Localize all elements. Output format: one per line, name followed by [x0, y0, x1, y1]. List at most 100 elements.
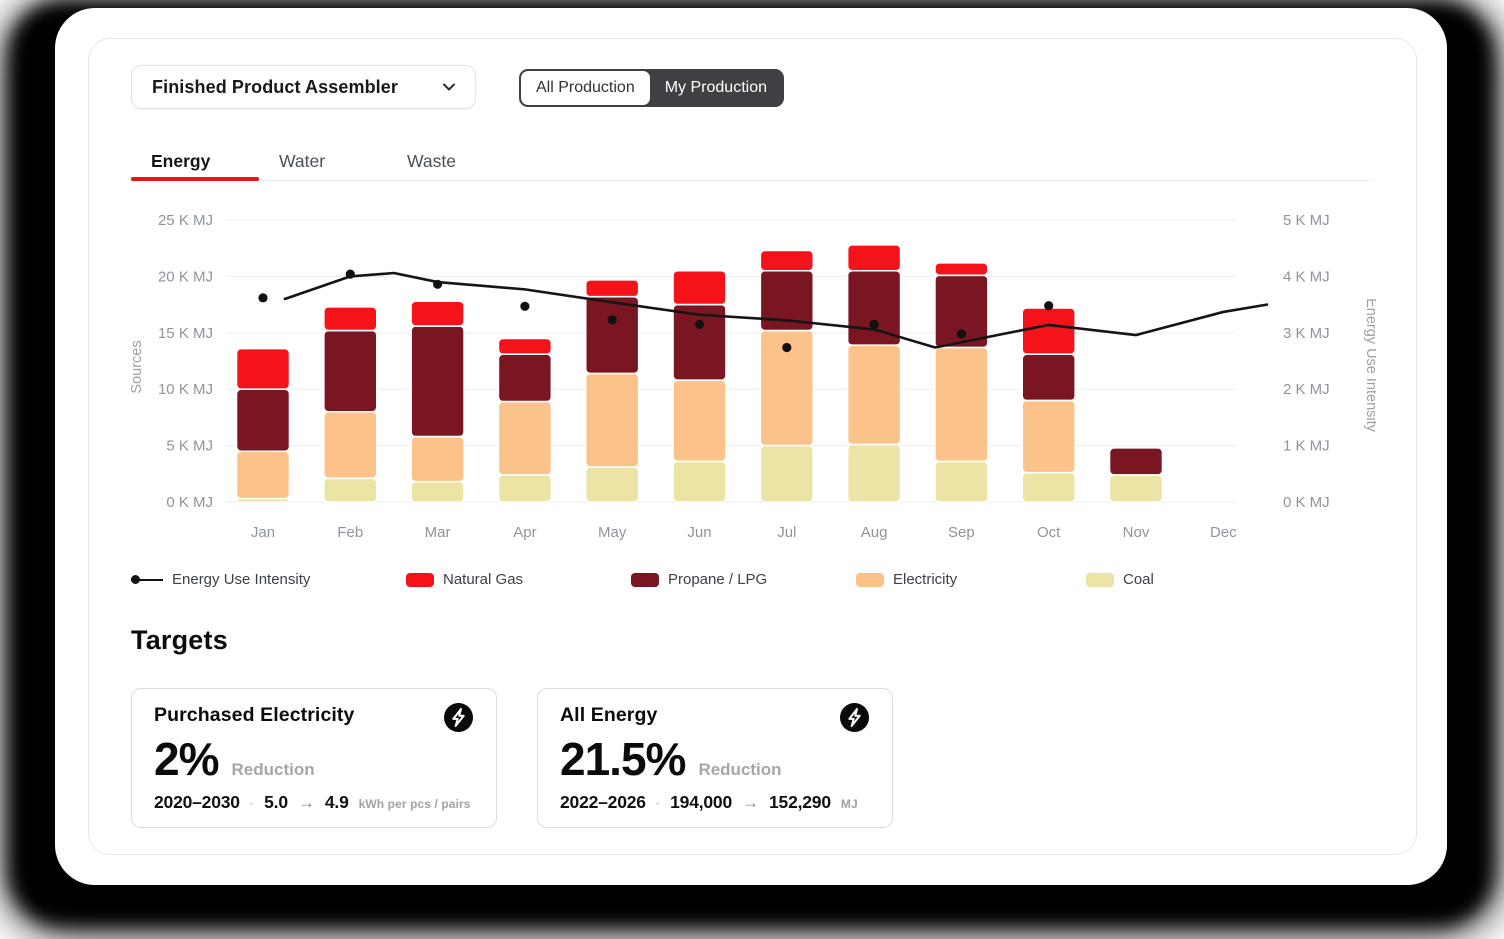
- assembler-dropdown-label: Finished Product Assembler: [152, 76, 398, 97]
- bar-segment-electricity[interactable]: [934, 346, 989, 463]
- target-percent-label: Reduction: [698, 760, 782, 779]
- left-axis-tick: 25 K MJ: [158, 212, 213, 229]
- bar-segment-natural-gas[interactable]: [584, 278, 640, 298]
- tab-energy[interactable]: Energy: [131, 143, 259, 181]
- bar-segment-propane-lpg[interactable]: [323, 329, 378, 413]
- month-label: Jul: [777, 524, 796, 541]
- energy-chart: 0 K MJ 5 K MJ 10 K MJ 15 K MJ 20 K MJ 25 K MJ…: [131, 207, 1376, 547]
- tab-waste[interactable]: Waste: [387, 143, 515, 179]
- legend-natural-gas[interactable]: Natural Gas: [406, 571, 523, 588]
- intensity-dot[interactable]: [869, 319, 879, 329]
- left-axis-tick: 10 K MJ: [158, 381, 213, 398]
- month-label: Mar: [425, 524, 451, 541]
- intensity-dot[interactable]: [345, 269, 355, 279]
- target-to-value: 152,290: [769, 792, 831, 813]
- bar-segment-natural-gas[interactable]: [759, 249, 815, 272]
- dashboard-panel: Finished Product Assembler All Productio…: [88, 38, 1417, 855]
- bar-segment-coal[interactable]: [584, 466, 640, 503]
- left-axis-tick: 20 K MJ: [158, 268, 213, 285]
- month-label: Jun: [687, 524, 711, 541]
- target-period: 2022–2026: [560, 792, 646, 813]
- bar-segment-electricity[interactable]: [846, 344, 902, 446]
- chart-legend: Energy Use Intensity Natural Gas Propane…: [131, 571, 1374, 591]
- toggle-all-production[interactable]: All Production: [521, 71, 650, 105]
- bar-segment-coal[interactable]: [1021, 471, 1077, 503]
- bar-segment-coal[interactable]: [1108, 474, 1164, 503]
- bar-segment-propane-lpg[interactable]: [584, 295, 640, 375]
- month-label: Feb: [337, 524, 363, 541]
- bar-segment-coal[interactable]: [497, 474, 553, 503]
- left-axis-tick: 15 K MJ: [158, 325, 213, 342]
- bar-segment-electricity[interactable]: [584, 372, 640, 468]
- bar-segment-coal[interactable]: [934, 460, 989, 503]
- bar-segment-natural-gas[interactable]: [846, 244, 902, 272]
- dot-separator: ·: [249, 796, 255, 812]
- target-unit: kWh per pcs / pairs: [358, 797, 471, 812]
- bar-segment-propane-lpg[interactable]: [1108, 447, 1164, 476]
- intensity-dot[interactable]: [520, 301, 530, 311]
- bar-segment-natural-gas[interactable]: [323, 306, 378, 332]
- month-label: Oct: [1037, 524, 1061, 541]
- bar-segment-natural-gas[interactable]: [497, 337, 553, 356]
- natural-gas-swatch-icon: [406, 572, 434, 587]
- intensity-dot[interactable]: [433, 279, 443, 289]
- bar-segment-coal[interactable]: [846, 443, 902, 503]
- target-percent: 2%: [154, 733, 219, 785]
- targets-cards-row: Purchased Electricity 2% Reduction 2020–…: [131, 688, 1374, 828]
- bar-segment-electricity[interactable]: [323, 410, 378, 480]
- target-card-title: All Energy: [560, 704, 658, 726]
- bar-segment-coal[interactable]: [410, 480, 465, 503]
- tabs-divider: [131, 180, 1374, 181]
- intensity-dot[interactable]: [956, 329, 967, 339]
- bar-segment-electricity[interactable]: [672, 379, 727, 463]
- right-axis-tick: 4 K MJ: [1283, 268, 1330, 285]
- coal-swatch-icon: [1086, 572, 1114, 587]
- bar-segment-propane-lpg[interactable]: [497, 353, 553, 403]
- bar-segment-natural-gas[interactable]: [672, 269, 727, 306]
- month-label: Apr: [513, 524, 536, 541]
- target-from-value: 194,000: [670, 792, 732, 813]
- target-card-purchased-electricity: Purchased Electricity 2% Reduction 2020–…: [131, 688, 497, 828]
- legend-energy-use-intensity[interactable]: Energy Use Intensity: [131, 571, 310, 588]
- intensity-dot[interactable]: [694, 319, 705, 329]
- intensity-dot[interactable]: [607, 315, 617, 325]
- intensity-dot[interactable]: [1044, 301, 1054, 311]
- legend-electricity[interactable]: Electricity: [856, 571, 957, 588]
- bar-segment-electricity[interactable]: [410, 435, 465, 483]
- bar-segment-propane-lpg[interactable]: [235, 388, 291, 453]
- bar-segment-coal[interactable]: [323, 477, 378, 503]
- bar-segment-natural-gas[interactable]: [934, 262, 989, 277]
- bar-segment-electricity[interactable]: [235, 450, 291, 500]
- bar-segment-natural-gas[interactable]: [235, 347, 291, 390]
- bar-segment-propane-lpg[interactable]: [410, 325, 465, 438]
- right-axis-tick: 3 K MJ: [1283, 325, 1330, 342]
- assembler-dropdown[interactable]: Finished Product Assembler: [131, 65, 476, 109]
- lightning-icon: [443, 702, 474, 733]
- tab-energy-label: Energy: [151, 150, 211, 171]
- legend-propane-lpg[interactable]: Propane / LPG: [631, 571, 767, 588]
- intensity-line: [283, 271, 1269, 349]
- intensity-dot[interactable]: [258, 293, 268, 303]
- right-axis-title: Energy Use Intensity: [1363, 298, 1376, 433]
- bar-segment-propane-lpg[interactable]: [1021, 353, 1077, 402]
- tab-waste-label: Waste: [407, 150, 456, 171]
- left-axis-tick: 0 K MJ: [166, 494, 213, 511]
- lightning-icon: [839, 702, 870, 733]
- bar-segment-electricity[interactable]: [1021, 399, 1077, 474]
- right-axis-tick: 0 K MJ: [1283, 494, 1330, 511]
- target-percent: 21.5%: [560, 733, 686, 785]
- bar-segment-natural-gas[interactable]: [1021, 307, 1077, 356]
- bar-segment-natural-gas[interactable]: [410, 300, 465, 327]
- legend-coal[interactable]: Coal: [1086, 571, 1154, 588]
- month-label: May: [598, 524, 627, 541]
- month-label: Jan: [251, 524, 275, 541]
- bar-segment-electricity[interactable]: [497, 400, 553, 476]
- bar-segment-coal[interactable]: [759, 444, 815, 503]
- electricity-swatch-icon: [856, 572, 884, 587]
- active-tab-underline: [131, 177, 259, 181]
- month-label: Aug: [861, 524, 888, 541]
- bar-segment-coal[interactable]: [672, 460, 727, 503]
- tab-water[interactable]: Water: [259, 143, 387, 179]
- toggle-my-production[interactable]: My Production: [649, 71, 782, 105]
- intensity-dot[interactable]: [782, 342, 792, 353]
